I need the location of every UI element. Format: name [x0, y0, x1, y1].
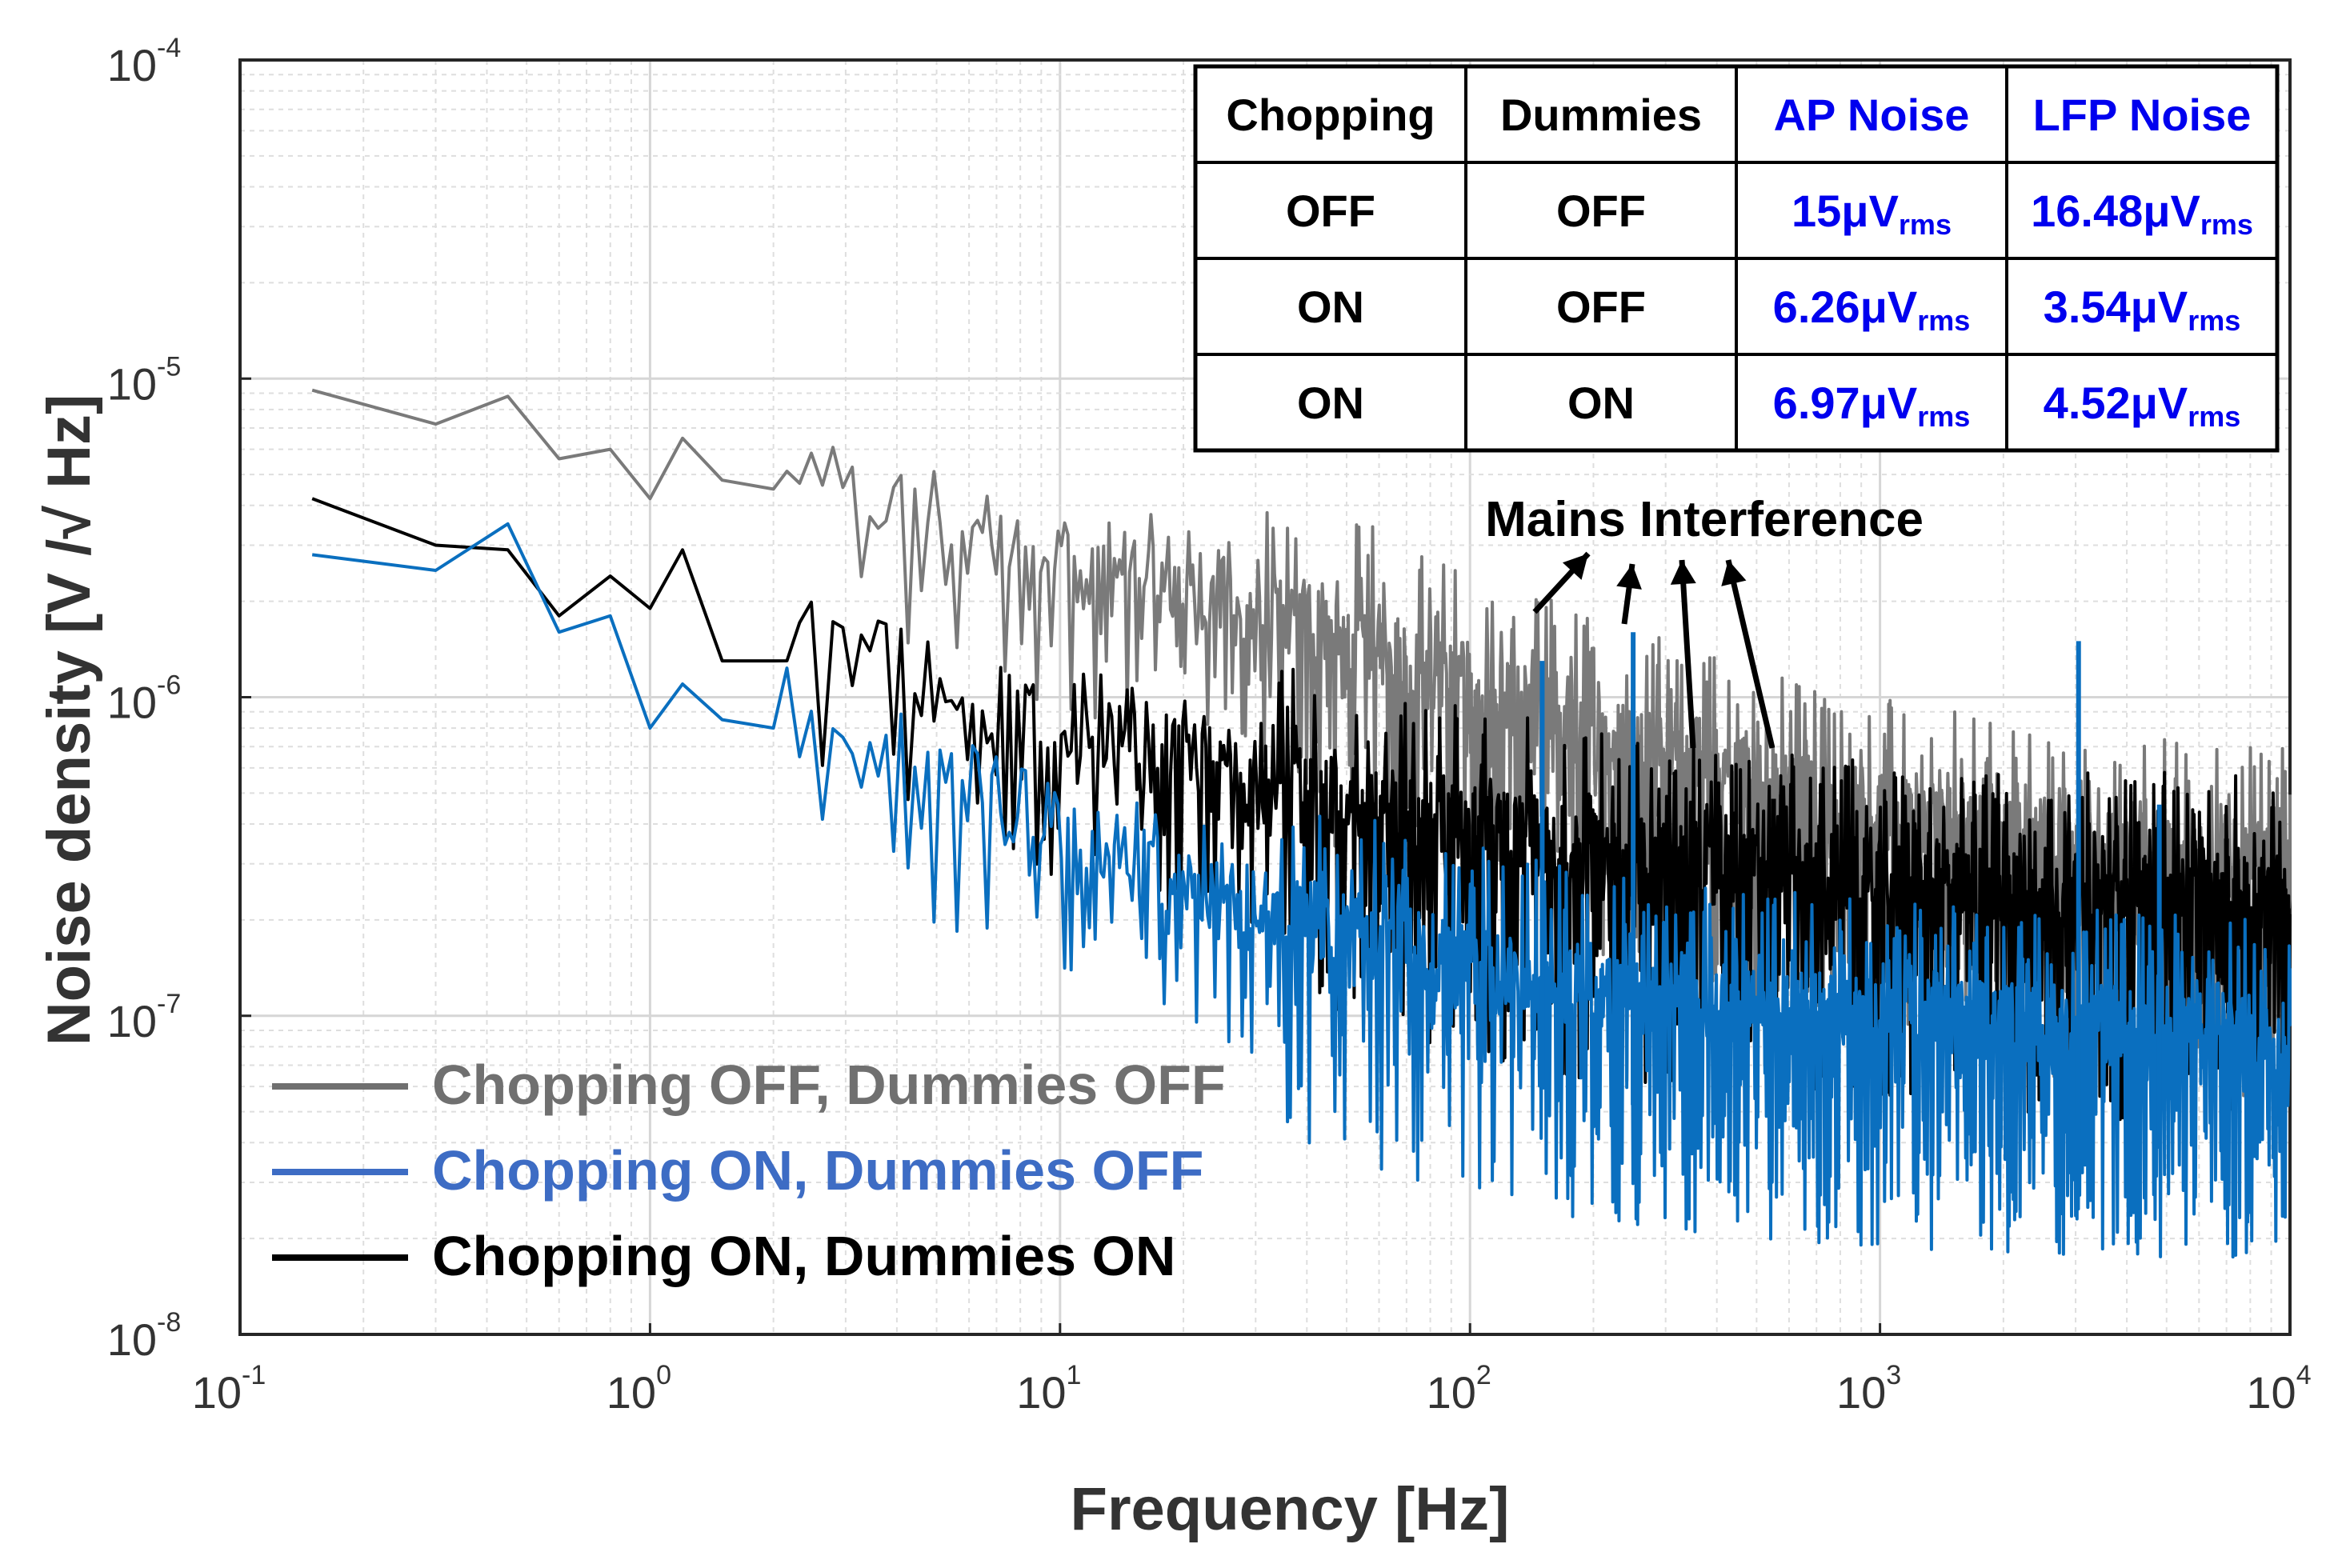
y-axis-title: Noise density [V /√ Hz]	[35, 394, 103, 1046]
table-cell-dummies: OFF	[1556, 282, 1646, 332]
table-cell-chopping: OFF	[1286, 186, 1375, 236]
table-cell-dummies: ON	[1567, 378, 1635, 428]
annotation-text: Mains Interference	[1485, 492, 1924, 547]
table-cell-ap-unit: rms	[1917, 400, 1970, 433]
annotation-arrowhead	[1562, 554, 1588, 580]
table-cell-lfp-unit: rms	[2200, 208, 2253, 241]
mains-interference-annotation: Mains Interference	[1485, 492, 1924, 749]
legend-entry: Chopping OFF, Dummies OFF	[432, 1054, 1226, 1116]
table-header: LFP Noise	[2033, 90, 2252, 140]
annotation-arrow	[1725, 559, 1776, 749]
table-cell-ap-unit: rms	[1899, 208, 1952, 241]
y-tick-exponent: -6	[157, 670, 181, 701]
annotation-arrow	[1679, 559, 1696, 749]
series-chopping-on-dummies-off	[311, 522, 2292, 1259]
table-header: Dummies	[1500, 90, 1702, 140]
annotation-arrowhead	[1721, 560, 1747, 586]
y-tick-exponent: -4	[157, 33, 181, 63]
table-cell-chopping: ON	[1297, 378, 1364, 428]
y-tick-exponent: -8	[157, 1307, 181, 1338]
annotation-arrowhead	[1670, 560, 1696, 585]
x-tick-exponent: 4	[2296, 1360, 2312, 1390]
table-cell-lfp-unit: rms	[2188, 400, 2240, 433]
series-line	[311, 497, 2292, 1125]
annotation-arrowhead	[1616, 564, 1642, 590]
y-tick-exponent: -7	[157, 989, 181, 1019]
table-cell-chopping: ON	[1297, 282, 1364, 332]
legend-entry: Chopping ON, Dummies ON	[432, 1225, 1175, 1287]
series-layer	[311, 388, 2292, 1259]
legend: Chopping OFF, Dummies OFF Chopping ON, Du…	[272, 1054, 1226, 1287]
table-header: AP Noise	[1774, 90, 1970, 140]
series-line	[311, 522, 2292, 1259]
legend-entry: Chopping ON, Dummies OFF	[432, 1139, 1203, 1202]
y-tick-label: 10-5	[107, 351, 182, 409]
table-header: Chopping	[1226, 90, 1435, 140]
x-tick-exponent: 0	[656, 1360, 671, 1390]
x-tick-exponent: 3	[1886, 1360, 1901, 1390]
x-axis-title: Frequency [Hz]	[1071, 1475, 1510, 1543]
table-cell-dummies: OFF	[1556, 186, 1646, 236]
x-tick-exponent: -1	[242, 1360, 266, 1390]
y-tick-exponent: -5	[157, 351, 181, 382]
table-cell-lfp-unit: rms	[2188, 304, 2240, 337]
x-tick-label: 100	[607, 1360, 671, 1418]
x-tick-exponent: 1	[1066, 1360, 1081, 1390]
x-tick-exponent: 2	[1476, 1360, 1491, 1390]
table-cell-ap-unit: rms	[1917, 304, 1970, 337]
